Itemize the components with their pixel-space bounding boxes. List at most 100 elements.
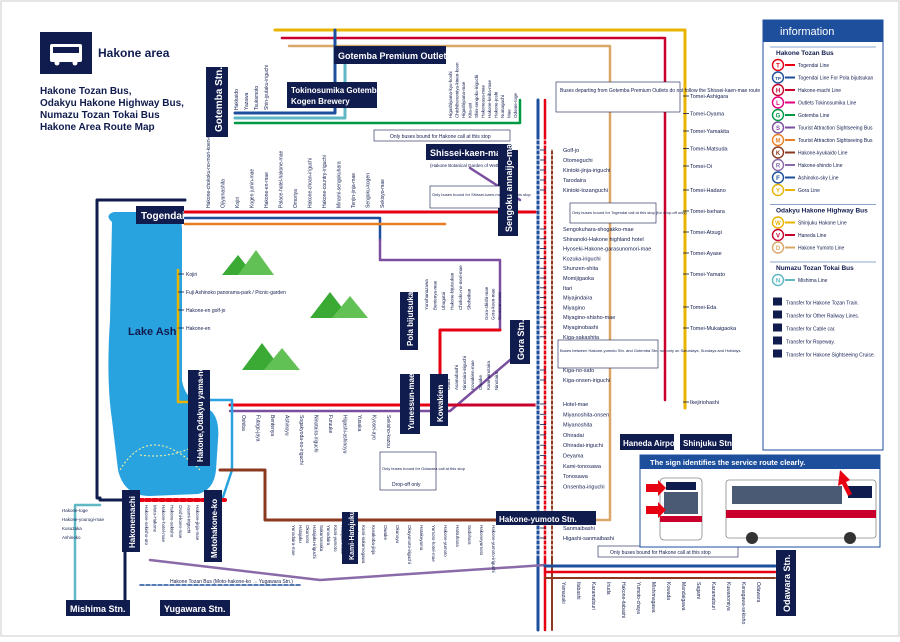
stop-label: Ubagatai <box>441 292 446 310</box>
stop-label: Odawara <box>755 582 761 603</box>
lake-label: Lake Ashi <box>128 326 180 338</box>
stop-label: Sogakyoda-no-iriguchi <box>298 415 304 465</box>
stop-list-gora: Gora-shishi-mae Gora-koen-mae Sounzan-mae <box>484 286 502 320</box>
stop-label: Iriuda <box>605 582 611 595</box>
legend-route-badge <box>771 216 785 229</box>
stop-label: Miyagino-shisho-mae <box>563 315 615 321</box>
line-sightseeing-s <box>378 238 502 332</box>
legend-route-letter: T <box>776 64 780 70</box>
stop-label: Hakone-choan-iriguchi <box>308 158 314 208</box>
stop-label: Shunzen-shita <box>563 266 599 272</box>
bus-front-window <box>664 492 698 514</box>
hub-yunessun: Yunessun-mae <box>407 373 416 430</box>
hub-outlets-box <box>334 46 446 64</box>
bus-icon-wheel <box>72 60 78 66</box>
hub-kamihatajuku-box <box>342 512 358 564</box>
stop-label: Kami-tonosawa <box>563 464 602 470</box>
legend-route-label: Togendai Line <box>798 63 829 69</box>
stop-label: Hyoseki-Hakone-garasunomori-mae <box>563 247 651 253</box>
stop-label: Hakone-sekisho <box>170 505 175 538</box>
legend-route-letter: F <box>776 176 780 182</box>
legend-title: information <box>780 26 834 38</box>
stop-label: Onsenba-iriguchi <box>563 484 605 490</box>
stop-list-kowakien: Ohira Asamabashi Ninotaira-iriguchi Kowakie… <box>446 356 499 390</box>
legend-route-label: Mishima Line <box>798 278 828 284</box>
stop-label: Higashi-sanmaibashi <box>563 536 614 542</box>
stop-label: Hakone-country-iriguchi <box>322 155 328 208</box>
stop-label: Furuuke <box>327 415 333 434</box>
stop-label: Yunodaira <box>326 525 331 546</box>
hub-gotemba: Gotemba Stn. <box>214 67 225 132</box>
legend-route-badge <box>771 273 785 287</box>
legend-route-letter: W <box>775 221 781 227</box>
stop-label: Miyanoshita <box>563 423 593 429</box>
stop-list-yumoto-up: Hotel-mae Miyanoshita-onsen Miyanoshita Ohi… <box>540 402 609 490</box>
stop-label: Sakumanaka <box>319 525 324 552</box>
hub-kamihatajuku: Kami-Hatajuku <box>349 511 356 560</box>
stop-label: Mae <box>507 109 512 118</box>
stop-label: Miyajindaira <box>563 296 593 302</box>
stop-label: Asamabashi <box>454 365 459 390</box>
stop-label: Higashi-ashinoyu <box>342 415 348 454</box>
stop-label: Gora-shishi-mae <box>484 286 489 320</box>
stop-list-gotemba-branch: Hakkaido Yazawa Tsukamoto Shin-jyutaku-irig… <box>234 65 270 110</box>
stop-label: Bentenya-mae <box>433 280 438 310</box>
stop-label: Ashinoyu <box>284 415 290 436</box>
hub-odawara-box <box>776 550 796 616</box>
stop-label: Shin-sengoku-iriguchi <box>474 75 479 118</box>
stop-label: Futago-jaya <box>255 415 261 442</box>
legend-route-letter: R <box>776 164 781 170</box>
bus-icon-window <box>53 47 79 53</box>
line-kyukaido-k <box>218 468 537 522</box>
stop-list-odawara-row: Yamazaki Itabashi Kazamatsuri Iriuda Hakone-… <box>560 582 761 624</box>
stop-label: Tomei-Ashigara <box>690 94 729 100</box>
stop-label: Kojiri <box>186 272 197 278</box>
stop-label: Hakone-en <box>186 326 211 332</box>
legend-route-badge <box>771 228 785 242</box>
legend-route-letter: M <box>776 139 781 145</box>
stop-label: Higashiyama-kyu-koshi <box>448 71 453 118</box>
stop-label: Yusaka <box>356 415 362 432</box>
legend-route-badge <box>771 108 785 122</box>
stop-label: Yumoto-hotel-mae <box>431 525 436 562</box>
hubs: Gotemba Stn. Gotemba Premium Outlets Tok… <box>66 46 796 616</box>
stop-label: Onshi-koen-mae <box>178 505 183 539</box>
hub-shissei-box <box>426 144 512 160</box>
stop-label: Ashinoko <box>62 535 81 540</box>
stop-label: Ojiyamashita <box>221 179 227 208</box>
line-gora-y-west <box>176 268 192 404</box>
mountain-shape <box>332 296 368 318</box>
legend-header <box>763 20 883 42</box>
stop-label: Hatajuku-iriguchi <box>312 525 317 559</box>
stop-label: Odome-toge <box>513 92 518 118</box>
legend-route-label: Hakone-shindo Line <box>798 163 843 169</box>
stop-label: Hakone-yourogi-mae <box>62 517 105 522</box>
legend-route-label: Ashinoko-sky Line <box>798 176 839 182</box>
stop-label: Hakone-chokoku-no-mori-koen-mae <box>206 128 212 208</box>
stop-label: Kozuka-iriguchi <box>563 256 601 262</box>
transfer-icon <box>773 336 782 345</box>
hub-motohakone: Motohakone-ko <box>210 499 219 558</box>
stop-label: Kogen jumin-mae <box>250 169 256 208</box>
stop-label: Mandaigawa <box>680 582 686 611</box>
legend-group-name: Numazu Tozan Tokai Bus <box>776 265 854 272</box>
hub-hakonemachi: Hakonemachi <box>128 496 137 548</box>
stop-label: Ninotaira-iriguchi <box>313 415 319 453</box>
hub-mishima: Mishima Stn. <box>70 604 126 614</box>
sign-panel: The sign identifies the service route cl… <box>639 454 881 548</box>
hub-yugawara-box <box>160 600 230 616</box>
hub-odawara: Odawara Stn. <box>782 554 792 612</box>
sign-arrow-icon <box>646 502 666 518</box>
stop-label: Itari <box>563 286 572 292</box>
stop-label: Hakone-itabashi <box>620 582 626 618</box>
stop-label: Kanagawa-sekisho <box>740 582 746 624</box>
hub-yugawara: Yugawara Stn. <box>164 604 226 614</box>
stop-label: Chokoku-no-mori-mae <box>458 265 463 310</box>
stop-label: Gora-koen-mae <box>491 288 496 320</box>
bus-side-sign <box>848 486 872 498</box>
legend-route-label: Gotemba Line <box>798 113 830 119</box>
line-kowakien2 <box>228 358 512 413</box>
hub-odakyu: Hakone,Odakyu yama-no-hotel <box>196 345 205 462</box>
stop-label: Oshiba <box>240 415 246 431</box>
